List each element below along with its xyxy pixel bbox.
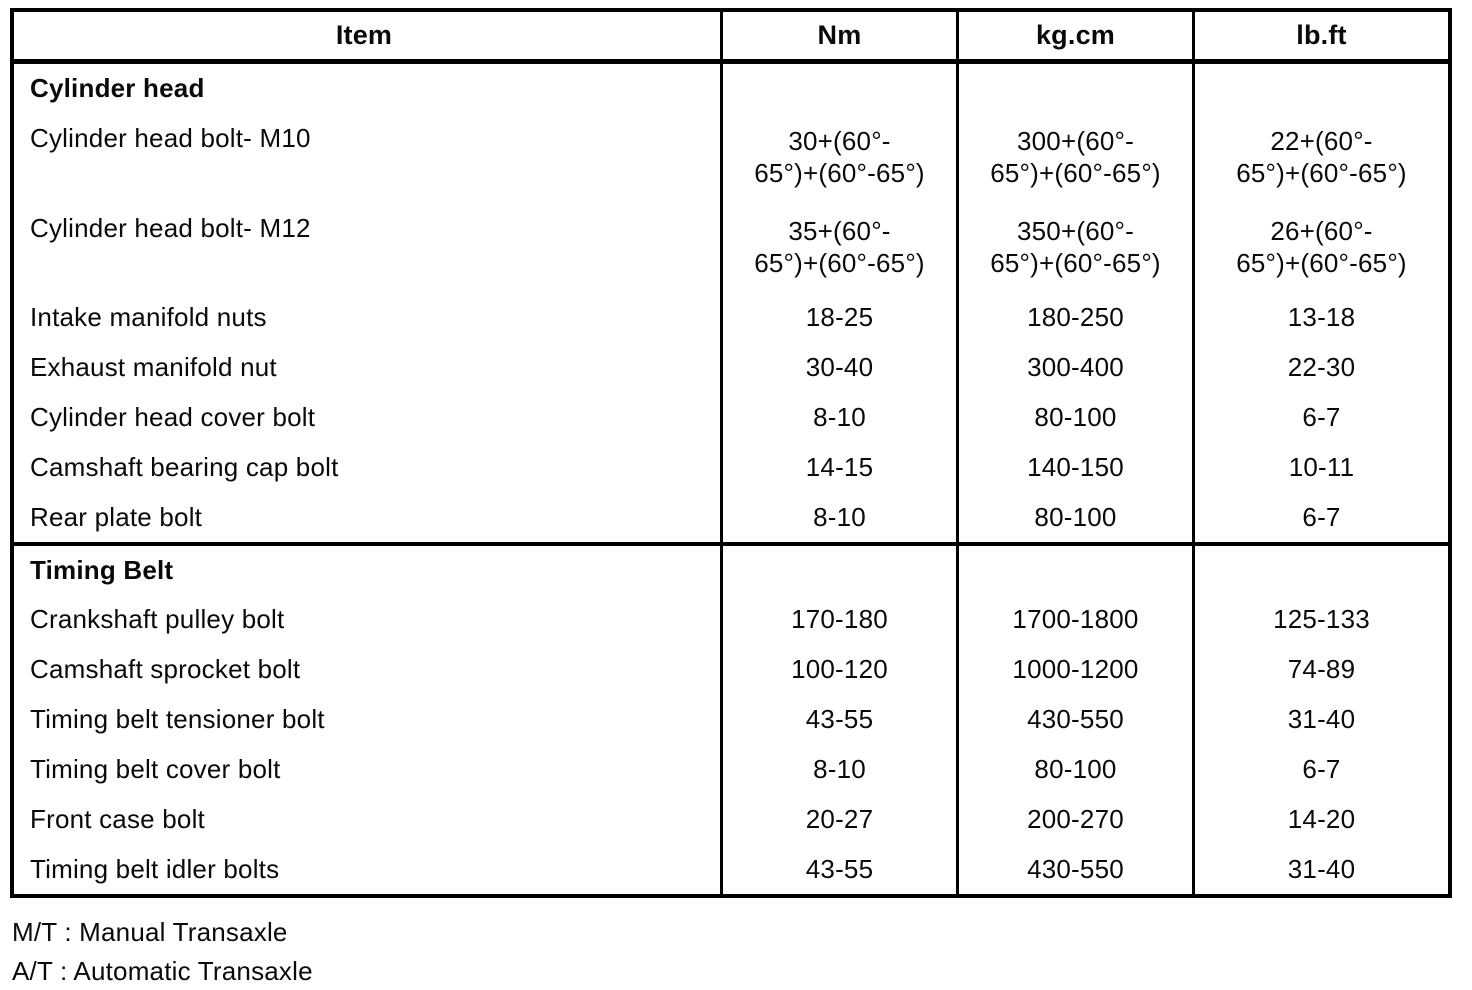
kgcm-value: 80-100 <box>956 744 1192 794</box>
section-title-row: Timing Belt <box>14 546 1448 594</box>
empty-cell <box>720 64 956 112</box>
kgcm-value: 200-270 <box>956 794 1192 844</box>
table-row: Front case bolt 20-27 200-270 14-20 <box>14 794 1448 844</box>
lbft-value: 14-20 <box>1192 794 1448 844</box>
table-row: Cylinder head bolt- M12 35+(60°- 65°)+(6… <box>14 202 1448 292</box>
item-label: Camshaft sprocket bolt <box>30 653 301 684</box>
kgcm-value: 430-550 <box>956 844 1192 894</box>
kgcm-value: 1700-1800 <box>956 594 1192 644</box>
kgcm-value: 300-400 <box>956 342 1192 392</box>
nm-value: 170-180 <box>720 594 956 644</box>
footnote-mt: M/T : Manual Transaxle <box>12 917 288 947</box>
table-row: Crankshaft pulley bolt 170-180 1700-1800… <box>14 594 1448 644</box>
nm-value: 20-27 <box>720 794 956 844</box>
item-label: Cylinder head bolt- M10 <box>30 123 311 153</box>
empty-cell <box>956 546 1192 594</box>
empty-cell <box>956 64 1192 112</box>
table-row: Cylinder head cover bolt 8-10 80-100 6-7 <box>14 392 1448 442</box>
kgcm-value: 300+(60°- 65°)+(60°-65°) <box>956 112 1192 202</box>
table-header-row: Item Nm kg.cm lb.ft <box>14 12 1448 64</box>
lbft-value: 22-30 <box>1192 342 1448 392</box>
nm-value: 43-55 <box>720 844 956 894</box>
nm-value: 100-120 <box>720 644 956 694</box>
header-item: Item <box>335 19 393 50</box>
table-row: Camshaft sprocket bolt 100-120 1000-1200… <box>14 644 1448 694</box>
table-row: Intake manifold nuts 18-25 180-250 13-18 <box>14 292 1448 342</box>
table-row: Timing belt idler bolts 43-55 430-550 31… <box>14 844 1448 894</box>
section-timing-belt: Timing Belt Crankshaft pulley bolt 170-1… <box>14 542 1448 894</box>
section-title: Cylinder head <box>30 72 205 103</box>
nm-value: 8-10 <box>720 492 956 542</box>
item-label: Exhaust manifold nut <box>30 351 277 382</box>
item-label: Cylinder head cover bolt <box>30 401 316 432</box>
header-lbft: lb.ft <box>1192 12 1448 59</box>
item-label: Timing belt idler bolts <box>30 853 280 884</box>
header-nm: Nm <box>720 12 956 59</box>
section-cylinder-head: Cylinder head Cylinder head bolt- M10 30… <box>14 64 1448 542</box>
empty-cell <box>1192 64 1448 112</box>
item-label: Front case bolt <box>30 803 205 834</box>
table-row: Rear plate bolt 8-10 80-100 6-7 <box>14 492 1448 542</box>
item-label: Camshaft bearing cap bolt <box>30 451 339 482</box>
item-label: Timing belt tensioner bolt <box>30 703 325 734</box>
item-label: Cylinder head bolt- M12 <box>30 213 311 243</box>
lbft-value: 22+(60°- 65°)+(60°-65°) <box>1192 112 1448 202</box>
lbft-value: 31-40 <box>1192 694 1448 744</box>
lbft-value: 26+(60°- 65°)+(60°-65°) <box>1192 202 1448 292</box>
item-label: Crankshaft pulley bolt <box>30 603 285 634</box>
lbft-value: 31-40 <box>1192 844 1448 894</box>
kgcm-value: 1000-1200 <box>956 644 1192 694</box>
nm-value: 18-25 <box>720 292 956 342</box>
empty-cell <box>1192 546 1448 594</box>
lbft-value: 6-7 <box>1192 744 1448 794</box>
section-title-row: Cylinder head <box>14 64 1448 112</box>
table-row: Timing belt cover bolt 8-10 80-100 6-7 <box>14 744 1448 794</box>
lbft-value: 13-18 <box>1192 292 1448 342</box>
table-row: Camshaft bearing cap bolt 14-15 140-150 … <box>14 442 1448 492</box>
nm-value: 30+(60°- 65°)+(60°-65°) <box>720 112 956 202</box>
kgcm-value: 140-150 <box>956 442 1192 492</box>
kgcm-value: 80-100 <box>956 392 1192 442</box>
footnotes: M/T : Manual Transaxle A/T : Automatic T… <box>12 912 313 990</box>
nm-value: 8-10 <box>720 744 956 794</box>
nm-value: 30-40 <box>720 342 956 392</box>
nm-value: 14-15 <box>720 442 956 492</box>
item-label: Rear plate bolt <box>30 501 203 532</box>
section-title: Timing Belt <box>30 554 174 585</box>
item-label: Timing belt cover bolt <box>30 753 281 784</box>
empty-cell <box>720 546 956 594</box>
lbft-value: 74-89 <box>1192 644 1448 694</box>
lbft-value: 6-7 <box>1192 392 1448 442</box>
footnote-at: A/T : Automatic Transaxle <box>12 956 313 986</box>
kgcm-value: 180-250 <box>956 292 1192 342</box>
torque-spec-table: Item Nm kg.cm lb.ft Cylinder head Cylind… <box>10 8 1452 898</box>
table-row: Timing belt tensioner bolt 43-55 430-550… <box>14 694 1448 744</box>
nm-value: 43-55 <box>720 694 956 744</box>
kgcm-value: 430-550 <box>956 694 1192 744</box>
table-row: Cylinder head bolt- M10 30+(60°- 65°)+(6… <box>14 112 1448 202</box>
item-label: Intake manifold nuts <box>30 301 267 332</box>
nm-value: 8-10 <box>720 392 956 442</box>
lbft-value: 125-133 <box>1192 594 1448 644</box>
table-row: Exhaust manifold nut 30-40 300-400 22-30 <box>14 342 1448 392</box>
header-kgcm: kg.cm <box>956 12 1192 59</box>
lbft-value: 6-7 <box>1192 492 1448 542</box>
lbft-value: 10-11 <box>1192 442 1448 492</box>
kgcm-value: 80-100 <box>956 492 1192 542</box>
kgcm-value: 350+(60°- 65°)+(60°-65°) <box>956 202 1192 292</box>
nm-value: 35+(60°- 65°)+(60°-65°) <box>720 202 956 292</box>
